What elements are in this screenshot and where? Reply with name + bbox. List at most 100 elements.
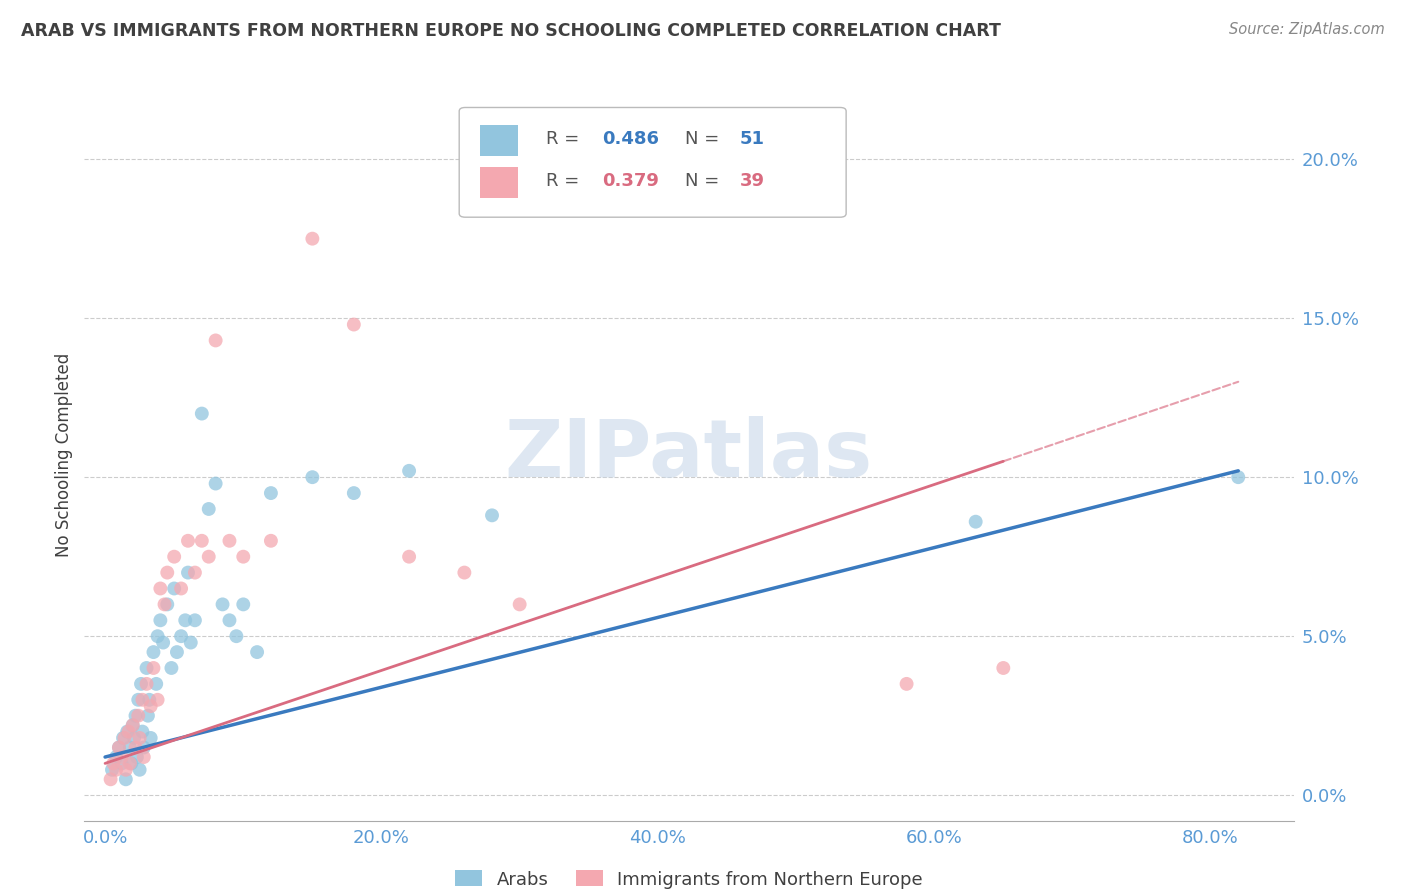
Point [191,407,214,421]
Point [156,566,179,580]
Point [146,629,169,643]
Point [111,750,134,764]
Point [218,613,240,627]
Point [132,740,155,755]
Point [232,598,254,612]
Point [131,724,153,739]
FancyBboxPatch shape [479,167,519,198]
Point [129,677,152,691]
Point [135,677,157,691]
Text: Source: ZipAtlas.com: Source: ZipAtlas.com [1229,22,1385,37]
Point [163,582,186,596]
Point [993,661,1015,675]
Point [197,502,219,516]
Text: R =: R = [547,130,585,148]
Point [128,763,150,777]
Point [117,724,139,739]
Point [101,763,124,777]
Point [260,486,283,500]
Point [131,693,153,707]
Point [509,598,531,612]
Point [114,731,136,745]
Point [149,582,172,596]
Point [145,677,167,691]
Point [211,598,233,612]
Point [301,232,323,246]
Point [481,508,503,523]
Point [115,724,138,739]
Point [180,635,202,649]
Point [127,708,149,723]
Point [965,515,987,529]
Point [120,756,142,771]
Point [232,549,254,564]
Text: ZIPatlas: ZIPatlas [505,416,873,494]
Point [156,598,179,612]
Point [153,598,176,612]
Point [114,763,136,777]
Point [146,693,169,707]
Point [118,740,141,755]
Point [170,629,193,643]
Point [225,629,247,643]
FancyBboxPatch shape [460,108,846,218]
Point [108,740,131,755]
Point [100,772,122,787]
Point [398,464,420,478]
Point [139,699,162,714]
Point [246,645,269,659]
Point [139,731,162,745]
Point [184,566,207,580]
Text: 51: 51 [740,130,765,148]
Point [218,533,240,548]
Point [204,476,226,491]
Text: N =: N = [685,130,725,148]
Text: 0.486: 0.486 [602,130,659,148]
Legend: Arabs, Immigrants from Northern Europe: Arabs, Immigrants from Northern Europe [449,863,929,892]
Point [142,645,165,659]
Point [343,318,366,332]
Point [1227,470,1250,484]
Point [177,566,200,580]
Point [170,582,193,596]
Point [122,731,145,745]
Point [204,334,226,348]
Point [174,613,197,627]
Point [152,635,174,649]
Point [121,718,143,732]
Point [118,756,141,771]
Point [103,756,125,771]
Text: R =: R = [547,171,585,190]
Point [142,661,165,675]
Point [166,645,188,659]
Point [108,740,131,755]
Point [260,533,283,548]
Point [128,731,150,745]
Point [177,533,200,548]
Point [105,763,128,777]
Point [149,613,172,627]
Point [114,772,136,787]
Point [301,470,323,484]
Text: ARAB VS IMMIGRANTS FROM NORTHERN EUROPE NO SCHOOLING COMPLETED CORRELATION CHART: ARAB VS IMMIGRANTS FROM NORTHERN EUROPE … [21,22,1001,40]
Point [398,549,420,564]
Point [163,549,186,564]
Text: 39: 39 [740,171,765,190]
Point [125,750,148,764]
Text: 0.379: 0.379 [602,171,659,190]
Point [112,731,135,745]
Point [453,566,475,580]
Text: N =: N = [685,171,725,190]
Point [124,740,146,755]
Point [136,708,159,723]
FancyBboxPatch shape [479,125,519,156]
Point [160,661,183,675]
Point [184,613,207,627]
Point [127,693,149,707]
Point [138,693,160,707]
Point [135,661,157,675]
Point [132,750,155,764]
Point [121,718,143,732]
Point [191,533,214,548]
Y-axis label: No Schooling Completed: No Schooling Completed [55,353,73,557]
